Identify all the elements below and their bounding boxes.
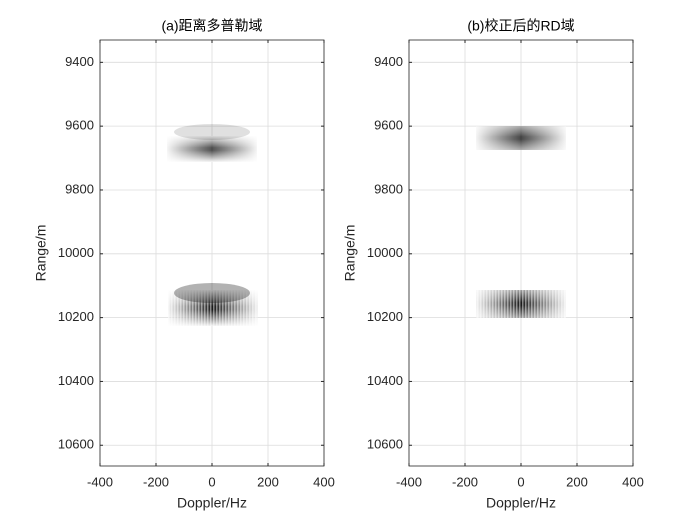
chart-title: (b)校正后的RD域 (467, 18, 574, 34)
y-tick-label: 9400 (374, 54, 403, 69)
y-tick-label: 9600 (65, 118, 94, 133)
x-tick-label: -400 (87, 474, 113, 489)
y-tick-label: 10600 (367, 437, 403, 452)
blob (174, 283, 250, 303)
axes-box (408, 39, 634, 467)
x-tick-label: -200 (452, 474, 478, 489)
y-tick-label: 10000 (367, 245, 403, 260)
x-tick-label: 400 (313, 474, 335, 489)
y-tick-label: 10200 (58, 309, 94, 324)
x-tick-label: 400 (622, 474, 644, 489)
x-axis-label: Doppler/Hz (177, 495, 247, 511)
axes (99, 40, 325, 466)
y-axis-label: Range/m (33, 225, 49, 282)
x-tick-label: 0 (517, 474, 524, 489)
blob-fade (476, 126, 566, 150)
axes (408, 40, 634, 466)
y-tick-label: 9600 (374, 118, 403, 133)
chart-title: (a)距离多普勒域 (161, 18, 262, 34)
y-tick-label: 9800 (374, 181, 403, 196)
y-axis-label: Range/m (342, 225, 358, 282)
y-tick-label: 9400 (65, 54, 94, 69)
x-tick-label: -200 (143, 474, 169, 489)
blob-fade (167, 136, 257, 162)
image-layer (167, 124, 566, 326)
x-tick-label: -400 (396, 474, 422, 489)
y-tick-label: 10200 (367, 309, 403, 324)
y-tick-label: 10000 (58, 245, 94, 260)
y-tick-label: 9800 (65, 181, 94, 196)
y-tick-label: 10600 (58, 437, 94, 452)
blob-stripes (476, 290, 566, 318)
blob (174, 124, 250, 140)
x-tick-label: 0 (208, 474, 215, 489)
x-tick-label: 200 (257, 474, 279, 489)
axes-box (99, 39, 325, 467)
blob-stripes (168, 290, 258, 326)
y-tick-label: 10400 (58, 373, 94, 388)
x-tick-label: 200 (566, 474, 588, 489)
x-axis-label: Doppler/Hz (486, 495, 556, 511)
y-tick-label: 10400 (367, 373, 403, 388)
